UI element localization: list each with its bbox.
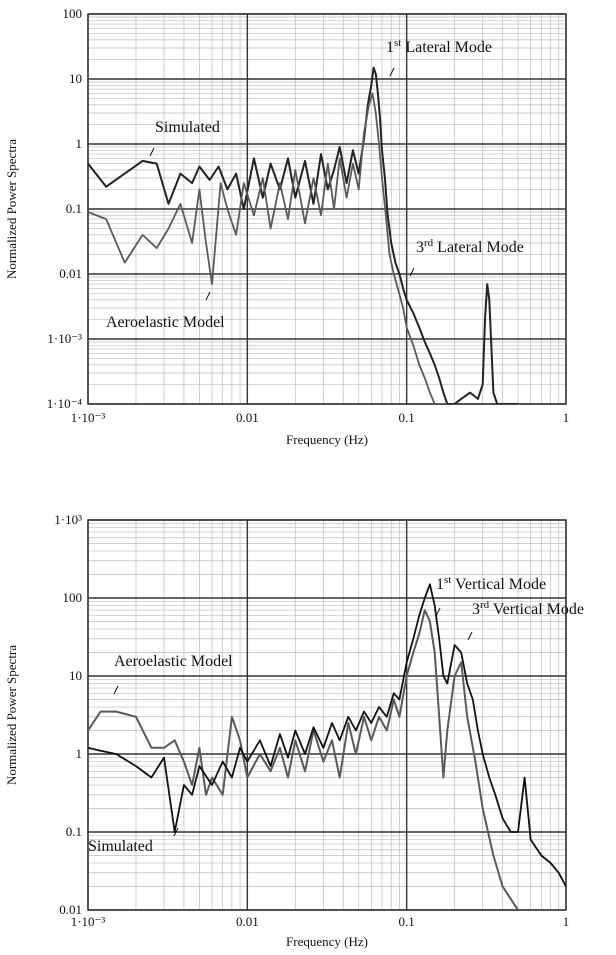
bottom-chart-panel: 1·10⁻³ 0.01 0.1 10.010.11101001·10³Frequenc…	[4, 512, 584, 949]
annotation-text: Lateral Mode	[401, 39, 492, 56]
annotation-label: Aeroelastic Model	[106, 314, 225, 331]
series-line-1	[88, 609, 566, 910]
annotation-label: 3rd Vertical Mode	[472, 599, 584, 618]
y-tick-label: 10	[69, 71, 82, 86]
annotation-superscript: st	[444, 574, 451, 586]
annotation-text: Vertical Mode	[451, 576, 546, 593]
y-axis-title: Normalized Power Spectra	[4, 645, 19, 785]
plot-frame	[87, 519, 567, 911]
x-tick-label: 1	[563, 410, 570, 425]
y-tick-label: 10	[69, 668, 82, 683]
annotation-leader	[389, 67, 395, 77]
grid	[87, 13, 567, 405]
series-line-2	[88, 92, 448, 404]
y-tick-label: 0.1	[66, 824, 82, 839]
y-tick-label: 0.01	[59, 266, 82, 281]
annotation-superscript: rd	[480, 599, 490, 611]
annotation-label: Simulated	[88, 838, 153, 855]
x-tick-label: 0.01	[236, 914, 259, 929]
annotation-label: Simulated	[155, 119, 220, 136]
plot-frame	[87, 13, 567, 405]
annotation-label: 3rd Lateral Mode	[416, 237, 524, 256]
annotation-number: 3	[472, 601, 480, 618]
y-tick-label: 0.1	[66, 201, 82, 216]
x-tick-label: 0.1	[399, 914, 415, 929]
annotation-number: 1	[436, 576, 444, 593]
series-line-1	[88, 66, 518, 404]
x-tick-label: 0.01	[236, 410, 259, 425]
x-tick-label: 1·10⁻³	[71, 410, 106, 425]
y-tick-label: 1·10⁻³	[47, 331, 82, 346]
annotation-leader	[113, 685, 119, 695]
annotation-text: Simulated	[88, 838, 153, 855]
annotation-leader	[205, 291, 211, 301]
annotation-text: Aeroelastic Model	[106, 314, 225, 331]
annotation-superscript: rd	[424, 237, 434, 249]
y-tick-label: 100	[63, 590, 83, 605]
top-chart-panel: 1·10⁻³ 0.01 0.1 11·10⁻⁴1·10⁻³0.010.1110100F…	[4, 6, 569, 447]
x-axis-title: Frequency (Hz)	[286, 432, 368, 447]
x-axis-title: Frequency (Hz)	[286, 934, 368, 949]
annotation-number: 1	[386, 39, 394, 56]
grid	[87, 519, 567, 911]
x-tick-label: 1	[563, 914, 570, 929]
annotation-label: 1st Lateral Mode	[386, 37, 492, 56]
x-tick-label: 1·10⁻³	[71, 914, 106, 929]
y-tick-label: 0.01	[59, 902, 82, 917]
annotation-leader	[409, 267, 415, 277]
annotation-text: Lateral Mode	[433, 239, 524, 256]
y-tick-label: 1·10⁻⁴	[47, 396, 83, 411]
series-line-2	[88, 583, 566, 887]
annotation-label: Aeroelastic Model	[114, 653, 233, 670]
annotation-text: Simulated	[155, 119, 220, 136]
annotation-leader	[149, 147, 155, 157]
annotation-leader	[467, 631, 473, 641]
x-tick-label: 0.1	[399, 410, 415, 425]
y-tick-label: 1	[76, 746, 83, 761]
y-tick-label: 1	[76, 136, 83, 151]
annotation-leader	[435, 607, 441, 617]
annotation-superscript: st	[394, 37, 401, 49]
annotation-leader	[173, 827, 179, 837]
y-tick-label: 100	[63, 6, 83, 21]
y-tick-label: 1·10³	[54, 512, 82, 527]
annotation-label: 1st Vertical Mode	[436, 574, 546, 593]
annotation-text: Vertical Mode	[489, 601, 584, 618]
y-axis-title: Normalized Power Spectra	[4, 139, 19, 279]
annotation-text: Aeroelastic Model	[114, 653, 233, 670]
annotation-number: 3	[416, 239, 424, 256]
